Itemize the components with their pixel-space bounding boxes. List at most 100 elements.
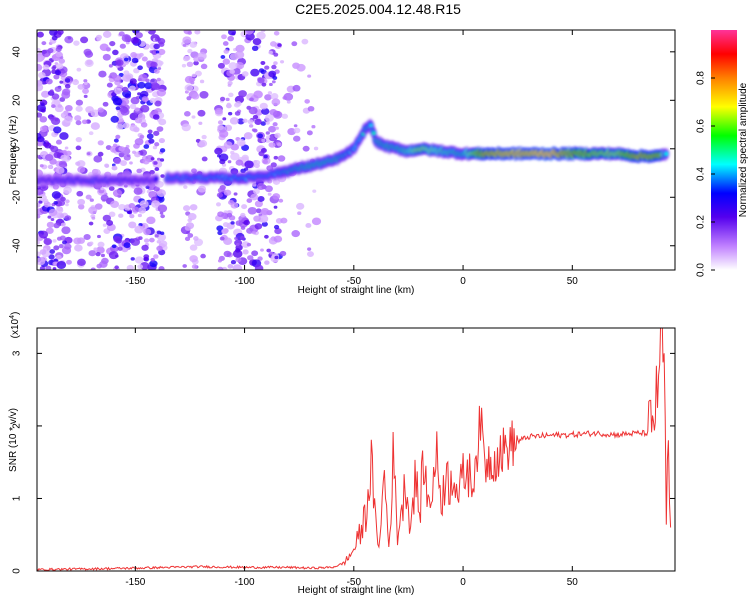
noise-point	[261, 82, 267, 87]
noise-point	[89, 198, 94, 202]
noise-point	[201, 156, 208, 162]
noise-point	[37, 47, 41, 53]
noise-point	[133, 68, 140, 74]
noise-point	[158, 266, 165, 270]
noise-point	[63, 186, 72, 194]
noise-point	[159, 158, 165, 162]
noise-point	[114, 265, 119, 270]
noise-point	[241, 71, 249, 77]
noise-point	[148, 138, 155, 144]
noise-point	[38, 200, 43, 204]
noise-point	[113, 138, 119, 143]
noise-point	[222, 222, 229, 228]
noise-point	[123, 242, 131, 249]
noise-point	[235, 159, 244, 166]
noise-point	[52, 261, 58, 267]
noise-point	[254, 118, 262, 125]
noise-point	[75, 161, 81, 166]
noise-point	[193, 236, 199, 241]
spectrogram-frame	[36, 29, 676, 271]
noise-point	[154, 36, 161, 42]
noise-point	[237, 118, 245, 125]
noise-point	[41, 41, 47, 46]
noise-point	[83, 94, 88, 99]
noise-point	[267, 91, 273, 95]
noise-point	[39, 164, 44, 168]
noise-point	[150, 257, 155, 262]
noise-point	[65, 203, 69, 207]
noise-point	[114, 87, 123, 95]
noise-point	[39, 116, 48, 123]
noise-point	[225, 97, 230, 102]
noise-point	[144, 82, 153, 90]
noise-point	[260, 248, 264, 252]
noise-point	[230, 221, 235, 225]
noise-point	[274, 255, 279, 260]
noise-point	[233, 192, 238, 196]
noise-point	[49, 89, 54, 93]
noise-point	[97, 140, 104, 146]
noise-point	[57, 104, 62, 108]
noise-point	[234, 236, 238, 240]
noise-point	[280, 60, 285, 64]
noise-point	[55, 139, 62, 145]
noise-point	[197, 109, 206, 117]
noise-point	[153, 130, 160, 136]
noise-point	[265, 131, 270, 135]
noise-point	[219, 159, 226, 165]
noise-point	[53, 126, 62, 134]
noise-point	[156, 157, 161, 161]
noise-point	[44, 53, 50, 58]
noise-point	[81, 119, 88, 125]
noise-point	[253, 159, 261, 166]
noise-point	[235, 243, 240, 247]
noise-point	[261, 138, 266, 143]
noise-point	[154, 167, 160, 172]
noise-point	[64, 83, 71, 89]
noise-point	[93, 247, 98, 251]
noise-point	[149, 97, 157, 104]
noise-point	[228, 199, 235, 206]
noise-point	[158, 42, 165, 47]
noise-point	[110, 200, 120, 209]
noise-point	[60, 154, 68, 161]
noise-point	[257, 256, 263, 261]
noise-point	[120, 108, 130, 116]
colorbar-tick-label: 0.8	[696, 71, 707, 85]
noise-point	[55, 166, 65, 175]
x-tick-label: -50	[347, 577, 362, 588]
noise-point	[48, 208, 58, 217]
noise-point	[110, 115, 119, 123]
noise-point	[183, 205, 191, 212]
noise-point	[222, 117, 227, 121]
noise-point	[217, 211, 225, 218]
x-tick-label: 0	[460, 276, 466, 287]
y-tick-label: 0	[12, 568, 23, 574]
spectrogram-x-label: Height of straight line (km)	[298, 285, 415, 296]
noise-point	[108, 64, 113, 68]
noise-point	[130, 37, 140, 44]
noise-point	[273, 205, 278, 209]
noise-point	[273, 235, 283, 243]
noise-point	[62, 240, 68, 245]
noise-point	[51, 66, 56, 70]
noise-point	[187, 31, 193, 35]
noise-point	[217, 120, 224, 125]
snr-x-ticks: -150 -100 -50 0 50	[125, 328, 578, 588]
noise-point	[51, 104, 56, 109]
noise-point	[135, 32, 143, 39]
noise-point	[287, 127, 296, 136]
x-tick-label: -150	[125, 577, 145, 588]
noise-point	[269, 109, 278, 116]
noise-point	[60, 222, 66, 227]
noise-point	[138, 73, 148, 82]
noise-point	[230, 260, 237, 265]
noise-point	[194, 70, 202, 77]
noise-point	[231, 32, 236, 36]
noise-point	[230, 150, 235, 155]
noise-point	[269, 142, 276, 148]
noise-point	[45, 78, 53, 85]
noise-point	[122, 73, 132, 82]
noise-point	[153, 254, 159, 259]
